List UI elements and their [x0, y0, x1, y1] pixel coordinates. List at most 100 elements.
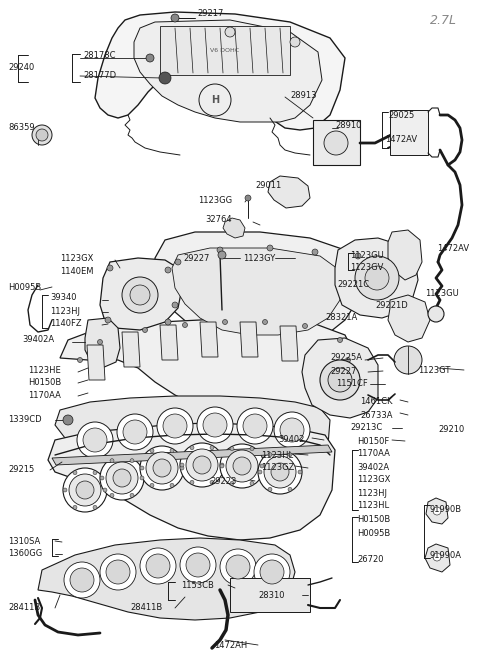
Ellipse shape [203, 413, 227, 437]
Text: 1123GY: 1123GY [243, 253, 275, 263]
Text: 39402: 39402 [278, 436, 304, 445]
Text: 29227: 29227 [330, 367, 356, 375]
Text: 1461CK: 1461CK [360, 398, 393, 407]
Ellipse shape [165, 319, 171, 325]
Polygon shape [280, 326, 298, 361]
Ellipse shape [218, 251, 226, 259]
Ellipse shape [100, 456, 144, 500]
Ellipse shape [220, 549, 256, 585]
Ellipse shape [117, 414, 153, 450]
Ellipse shape [433, 553, 441, 561]
Ellipse shape [210, 480, 214, 484]
Text: 28411B: 28411B [130, 603, 162, 612]
Ellipse shape [106, 560, 130, 584]
Text: 29011: 29011 [255, 181, 281, 189]
Ellipse shape [271, 463, 289, 481]
Text: 1123HJ: 1123HJ [357, 489, 387, 498]
Ellipse shape [254, 554, 290, 590]
Ellipse shape [264, 456, 296, 488]
Text: 26720: 26720 [357, 555, 384, 565]
Text: 91990A: 91990A [430, 552, 462, 561]
Text: 29217: 29217 [197, 10, 223, 18]
Ellipse shape [123, 420, 147, 444]
Polygon shape [122, 332, 140, 367]
Ellipse shape [73, 471, 77, 475]
Text: 1310SA: 1310SA [8, 536, 40, 546]
Ellipse shape [280, 418, 304, 442]
Ellipse shape [146, 54, 154, 62]
Ellipse shape [346, 358, 350, 362]
Ellipse shape [217, 247, 223, 253]
Text: 1151CF: 1151CF [336, 379, 368, 388]
Ellipse shape [180, 466, 184, 470]
Text: 39340: 39340 [50, 293, 76, 303]
Ellipse shape [233, 457, 251, 475]
Polygon shape [60, 318, 355, 425]
Ellipse shape [165, 267, 171, 273]
Text: 1472AH: 1472AH [214, 641, 247, 650]
Ellipse shape [193, 456, 211, 474]
Ellipse shape [197, 407, 233, 443]
Ellipse shape [428, 306, 444, 322]
Ellipse shape [210, 445, 214, 450]
Polygon shape [200, 322, 218, 357]
Text: H0095B: H0095B [8, 282, 41, 291]
Ellipse shape [180, 547, 216, 583]
Text: 29213C: 29213C [350, 424, 382, 432]
Ellipse shape [250, 447, 254, 451]
Text: H0150F: H0150F [357, 436, 389, 445]
Polygon shape [302, 338, 378, 418]
Text: 1123GZ: 1123GZ [261, 464, 294, 472]
Text: 1123GX: 1123GX [357, 476, 390, 485]
Ellipse shape [122, 277, 158, 313]
Polygon shape [390, 110, 428, 155]
Text: 1123GU: 1123GU [350, 250, 384, 259]
Ellipse shape [312, 249, 318, 255]
Text: 32764: 32764 [205, 215, 232, 225]
Ellipse shape [220, 463, 224, 467]
Text: 29240: 29240 [8, 64, 34, 73]
Ellipse shape [63, 488, 67, 492]
Ellipse shape [73, 505, 77, 510]
Polygon shape [388, 295, 430, 342]
Polygon shape [38, 538, 295, 620]
Text: H0150B: H0150B [28, 379, 61, 388]
Ellipse shape [223, 320, 228, 324]
Ellipse shape [106, 462, 138, 494]
Text: H: H [211, 95, 219, 105]
Ellipse shape [180, 463, 184, 467]
Ellipse shape [328, 368, 352, 392]
Text: 1153CB: 1153CB [181, 580, 214, 590]
Ellipse shape [290, 37, 300, 47]
Polygon shape [172, 248, 342, 335]
Polygon shape [48, 423, 335, 540]
Ellipse shape [225, 27, 235, 37]
Ellipse shape [100, 476, 104, 480]
Ellipse shape [153, 459, 171, 477]
Text: 1123GX: 1123GX [60, 253, 94, 263]
Ellipse shape [320, 360, 360, 400]
Polygon shape [134, 20, 322, 122]
Polygon shape [52, 445, 332, 465]
Text: 91990B: 91990B [430, 506, 462, 514]
Ellipse shape [113, 469, 131, 487]
Ellipse shape [77, 422, 113, 458]
Ellipse shape [140, 466, 144, 470]
Ellipse shape [288, 487, 292, 491]
Ellipse shape [143, 328, 147, 333]
Text: 28910: 28910 [335, 121, 361, 130]
Text: 26733A: 26733A [360, 411, 393, 419]
Ellipse shape [182, 322, 188, 328]
Ellipse shape [100, 554, 136, 590]
Text: H0095B: H0095B [357, 529, 390, 538]
Ellipse shape [140, 548, 176, 584]
Ellipse shape [260, 560, 284, 584]
Ellipse shape [355, 256, 399, 300]
Polygon shape [87, 345, 105, 380]
Ellipse shape [298, 470, 302, 474]
Polygon shape [160, 325, 178, 360]
Ellipse shape [237, 408, 273, 444]
Ellipse shape [110, 458, 114, 462]
Ellipse shape [171, 14, 179, 22]
Text: 1123GT: 1123GT [418, 365, 450, 375]
